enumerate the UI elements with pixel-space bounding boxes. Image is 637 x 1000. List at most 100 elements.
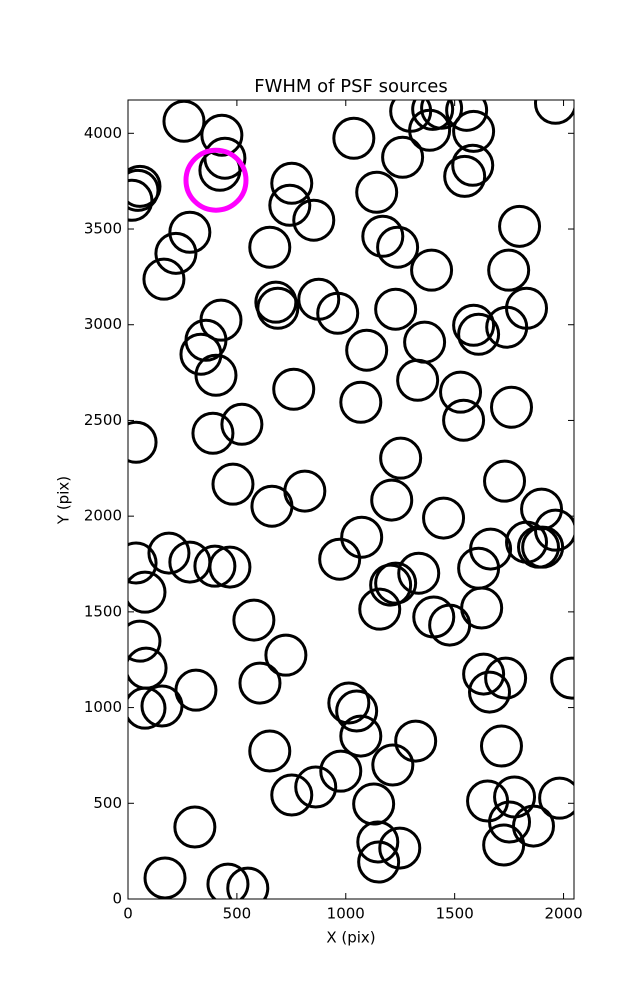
- source-marker: [538, 776, 574, 820]
- source-marker: [358, 587, 402, 631]
- source-marker: [482, 823, 526, 867]
- source-marker: [439, 370, 483, 414]
- y-axis-label: Y (pix): [55, 476, 73, 525]
- source-marker: [143, 856, 187, 899]
- source-marker: [550, 656, 574, 700]
- source-marker: [355, 170, 399, 214]
- source-marker: [408, 108, 452, 152]
- source-marker: [356, 820, 400, 864]
- source-marker: [352, 782, 396, 826]
- source-marker: [264, 633, 308, 677]
- source-marker: [335, 689, 379, 733]
- source-marker: [211, 462, 255, 506]
- source-marker: [521, 525, 565, 569]
- source-marker: [452, 303, 496, 347]
- source-marker: [397, 551, 441, 595]
- source-marker: [238, 661, 282, 705]
- source-marker: [396, 358, 440, 402]
- source-marker: [361, 214, 405, 258]
- source-marker: [376, 225, 420, 269]
- x-tick-label: 1000: [327, 905, 365, 923]
- source-marker: [379, 436, 423, 480]
- y-tick-label: 3000: [84, 315, 122, 333]
- x-tick-label: 1500: [436, 905, 474, 923]
- source-marker: [357, 840, 401, 884]
- source-marker: [128, 420, 158, 464]
- source-marker: [487, 248, 531, 292]
- source-marker: [374, 287, 418, 331]
- source-marker: [128, 686, 167, 730]
- source-marker: [533, 100, 574, 125]
- source-marker: [147, 531, 191, 575]
- source-marker: [256, 286, 300, 330]
- source-marker: [489, 385, 533, 429]
- source-marker: [200, 113, 244, 157]
- source-marker: [410, 248, 454, 292]
- source-marker: [488, 800, 532, 844]
- source-marker: [443, 154, 487, 198]
- source-marker: [371, 743, 415, 787]
- source-marker: [316, 291, 360, 335]
- y-tick-label: 2500: [84, 411, 122, 429]
- source-marker: [128, 168, 160, 212]
- source-marker: [272, 367, 316, 411]
- source-marker: [191, 411, 235, 455]
- source-marker: [179, 332, 223, 376]
- y-tick-label: 2000: [84, 507, 122, 525]
- source-marker: [154, 231, 198, 275]
- source-marker: [232, 598, 276, 642]
- source-marker: [292, 198, 336, 242]
- source-marker: [442, 398, 486, 442]
- source-marker: [394, 719, 438, 763]
- plot-area: [128, 100, 574, 899]
- source-marker: [332, 116, 376, 160]
- source-marker: [445, 100, 489, 132]
- source-marker: [162, 100, 206, 143]
- source-marker: [420, 100, 464, 130]
- source-marker: [484, 656, 528, 700]
- source-marker: [318, 537, 362, 581]
- source-marker: [374, 561, 418, 605]
- source-marker: [460, 586, 504, 630]
- source-marker: [128, 164, 162, 208]
- source-marker: [485, 305, 529, 349]
- source-marker: [345, 328, 389, 372]
- source-marker: [248, 729, 292, 773]
- source-marker: [268, 183, 312, 227]
- source-marker: [208, 545, 252, 589]
- source-marker: [193, 544, 237, 588]
- source-marker: [462, 652, 506, 696]
- source-marker: [339, 714, 383, 758]
- source-marker: [483, 459, 527, 503]
- source-marker: [206, 862, 250, 899]
- source-marker: [142, 257, 186, 301]
- source-marker: [498, 204, 542, 248]
- x-tick-label: 0: [123, 905, 133, 923]
- source-marker: [339, 380, 383, 424]
- y-tick-label: 1500: [84, 602, 122, 620]
- y-tick-label: 500: [93, 794, 122, 812]
- source-marker: [183, 147, 249, 213]
- source-marker: [319, 749, 363, 793]
- plot-frame: [127, 99, 575, 900]
- y-tick-label: 4000: [84, 124, 122, 142]
- y-tick-label: 1000: [84, 698, 122, 716]
- source-marker: [340, 515, 384, 559]
- source-marker: [248, 225, 292, 269]
- source-marker: [422, 496, 466, 540]
- source-marker: [270, 161, 314, 205]
- source-marker: [168, 210, 212, 254]
- source-marker: [128, 619, 162, 663]
- y-tick-label: 0: [112, 890, 122, 908]
- source-marker: [378, 826, 422, 870]
- source-marker: [327, 681, 371, 725]
- chart-title: FWHM of PSF sources: [254, 76, 448, 97]
- source-marker: [283, 469, 327, 513]
- source-marker: [381, 135, 425, 179]
- source-marker: [468, 670, 512, 714]
- source-marker: [533, 508, 574, 552]
- source-marker: [457, 312, 501, 356]
- source-marker: [128, 541, 158, 585]
